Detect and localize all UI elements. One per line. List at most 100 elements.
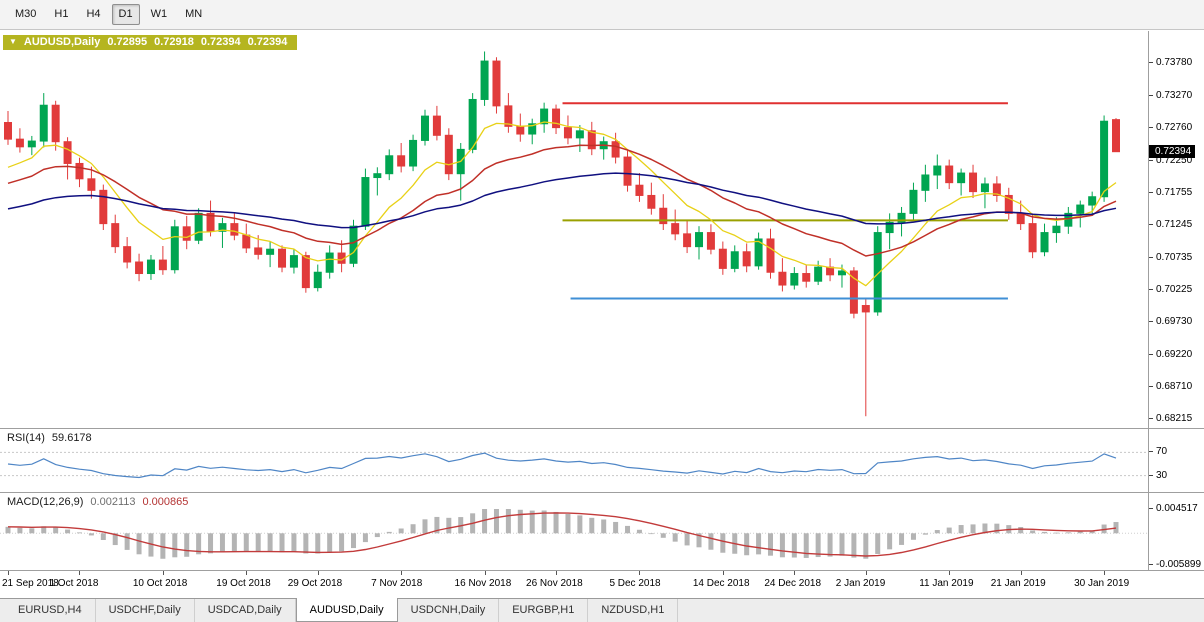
time-axis-tick xyxy=(317,571,319,575)
candle xyxy=(790,267,799,290)
price-axis-label: 0.73270 xyxy=(1148,89,1193,101)
candle xyxy=(1100,115,1109,202)
candle xyxy=(325,245,334,279)
tab-usdchf-daily[interactable]: USDCHF,Daily xyxy=(96,599,195,622)
rsi-axis-label: 30 xyxy=(1148,469,1168,481)
candle xyxy=(980,177,989,209)
price-axis-label: 0.71245 xyxy=(1148,219,1193,231)
candle xyxy=(409,134,418,172)
macd-axis-label: -0.005899 xyxy=(1148,559,1202,570)
timeframe-button-h4[interactable]: H4 xyxy=(86,8,101,20)
candle xyxy=(897,206,906,237)
candle xyxy=(635,173,644,202)
macd-indicator-label: MACD(12,26,9) xyxy=(7,496,84,508)
candle xyxy=(1076,200,1085,228)
candle xyxy=(921,164,930,202)
candle xyxy=(718,241,727,275)
candle xyxy=(27,135,36,156)
tab-usdcnh-daily[interactable]: USDCNH,Daily xyxy=(398,599,500,622)
time-axis-tick xyxy=(949,571,951,575)
main-chart-canvas[interactable] xyxy=(0,31,1148,428)
candle xyxy=(492,57,501,114)
price-axis-label: 0.68710 xyxy=(1148,381,1193,393)
candle xyxy=(432,105,441,141)
candle xyxy=(99,184,108,231)
macd-header: MACD(12,26,9) 0.002113 0.000865 xyxy=(4,496,192,508)
macd-main-value: 0.002113 xyxy=(90,496,136,508)
price-axis-label: 0.70735 xyxy=(1148,251,1193,263)
candle xyxy=(814,260,823,286)
rsi-line xyxy=(7,452,1117,479)
candle xyxy=(39,93,48,148)
tab-audusd-daily[interactable]: AUDUSD,Daily xyxy=(295,598,398,622)
tab-usdcad-daily[interactable]: USDCAD,Daily xyxy=(195,599,296,622)
candle xyxy=(766,228,775,279)
tab-eurgbp-h1[interactable]: EURGBP,H1 xyxy=(499,599,589,622)
candle xyxy=(313,264,322,292)
candle xyxy=(1052,217,1061,243)
time-axis-label: 1 Oct 2018 xyxy=(49,578,99,589)
price-axis-label: 0.70225 xyxy=(1148,284,1193,296)
macd-signal-value: 0.000865 xyxy=(142,496,189,508)
ma-line-mid xyxy=(7,144,1117,257)
panel-divider[interactable] xyxy=(0,492,1204,493)
time-axis-label: 30 Jan 2019 xyxy=(1074,578,1130,589)
time-axis-tick xyxy=(556,571,558,575)
candle xyxy=(575,125,584,152)
candle xyxy=(1016,200,1025,231)
time-axis-tick xyxy=(639,571,641,575)
candle xyxy=(397,142,406,173)
candle xyxy=(373,167,382,196)
candle xyxy=(87,166,96,199)
macd-histogram xyxy=(5,509,1119,559)
current-price-badge: 0.72394 xyxy=(1149,144,1196,158)
time-axis[interactable]: 21 Sep 2018 1 Oct 2018 10 Oct 2018 19 Oct 2… xyxy=(0,571,1148,598)
chart-ohlc-low: 0.72394 xyxy=(200,36,241,48)
chart-ohlc-high: 0.72918 xyxy=(154,36,194,48)
time-axis-label: 11 Jan 2019 xyxy=(919,578,974,589)
chart-symbol-label: AUDUSD,Daily xyxy=(23,36,101,48)
candle xyxy=(802,264,811,288)
tab-eurusd-h4[interactable]: EURUSD,H4 xyxy=(5,599,96,622)
timeframe-button-h1[interactable]: H1 xyxy=(54,8,69,20)
candle xyxy=(75,157,84,188)
candle xyxy=(218,217,227,248)
price-axis[interactable]: 0.73780 0.73270 0.72760 0.72250 0.71755 0.712… xyxy=(1148,31,1204,570)
time-axis-label: 10 Oct 2018 xyxy=(132,578,188,589)
candle xyxy=(182,215,191,250)
candle xyxy=(623,150,632,192)
macd-signal-line xyxy=(7,512,1117,557)
macd-panel[interactable] xyxy=(0,493,1148,570)
candle xyxy=(945,159,954,190)
candle xyxy=(1004,187,1013,220)
candle xyxy=(1064,206,1073,234)
time-axis-tick xyxy=(162,571,164,575)
candle xyxy=(146,254,155,280)
time-axis-tick xyxy=(484,571,486,575)
time-axis-tick xyxy=(722,571,724,575)
price-axis-label: 0.73780 xyxy=(1148,56,1193,68)
timeframe-button-w1[interactable]: W1 xyxy=(150,8,168,20)
candle xyxy=(587,121,596,156)
time-axis-label: 24 Dec 2018 xyxy=(764,578,822,589)
candle xyxy=(957,168,966,196)
candle xyxy=(706,224,715,255)
candle xyxy=(873,226,882,316)
candle xyxy=(826,258,835,282)
candle xyxy=(778,258,787,292)
rsi-panel[interactable] xyxy=(0,429,1148,492)
timeframe-button-mn[interactable]: MN xyxy=(185,8,203,20)
panel-divider[interactable] xyxy=(0,428,1204,429)
candle xyxy=(849,267,858,319)
tab-nzdusd-h1[interactable]: NZDUSD,H1 xyxy=(588,599,679,622)
candle xyxy=(135,253,144,282)
timeframe-button-d1[interactable]: D1 xyxy=(111,4,140,25)
chart-dropdown-icon[interactable]: ▼ xyxy=(9,37,17,46)
panel-divider[interactable] xyxy=(0,570,1204,571)
timeframe-button-m30[interactable]: M30 xyxy=(15,8,37,20)
time-axis-label: 21 Sep 2018 xyxy=(2,578,59,589)
candle xyxy=(63,137,72,180)
candle xyxy=(4,110,12,145)
candle xyxy=(563,115,572,145)
